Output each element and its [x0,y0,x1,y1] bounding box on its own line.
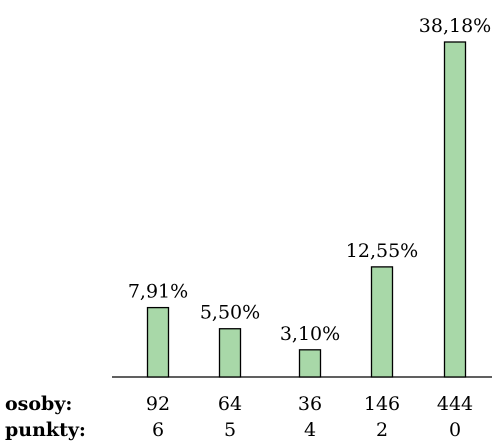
data-label-1: 5,50% [200,302,260,324]
data-label-4: 38,18% [419,15,491,37]
table-cell-0-4: 444 [437,393,473,415]
bar-3 [370,266,394,378]
bars-group [146,41,467,378]
data-label-0: 7,91% [128,281,188,303]
bar-0 [146,306,170,378]
bar-1 [218,328,242,378]
row-label-punkty: punkty: [5,419,86,441]
table-cell-1-4: 0 [449,419,461,441]
row-label-osoby: osoby: [5,393,72,415]
table-cell-0-1: 64 [218,393,242,415]
table-cell-1-3: 2 [376,419,388,441]
data-labels-group: 7,91% 5,50% 3,10% 12,55% 38,18% [128,15,491,345]
data-table: osoby: punkty: 92 64 36 146 444 6 5 4 2 0 [5,393,473,441]
data-label-2: 3,10% [280,323,340,345]
table-cell-1-2: 4 [304,419,316,441]
table-cell-1-1: 5 [224,419,236,441]
data-label-3: 12,55% [346,240,418,262]
bar-2 [298,349,322,378]
table-cell-1-0: 6 [152,419,164,441]
table-cell-0-2: 36 [298,393,322,415]
table-cell-0-3: 146 [364,393,400,415]
bar-4 [443,41,467,378]
table-cell-0-0: 92 [146,393,170,415]
